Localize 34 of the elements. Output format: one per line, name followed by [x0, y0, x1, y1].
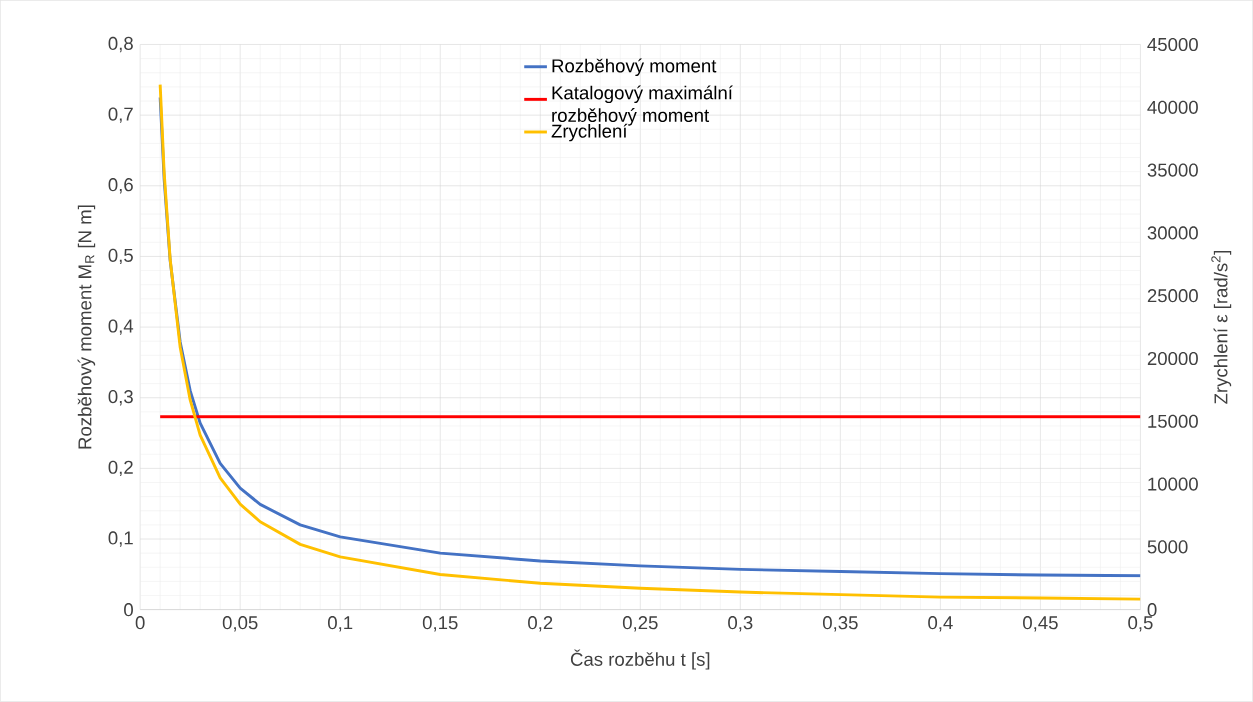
x-tick-label: 0,3: [728, 616, 753, 632]
x-axis-title: Čas rozběhu t [s]: [570, 649, 710, 670]
y2-tick-label: 0: [1147, 603, 1157, 617]
y2-tick-label: 25000: [1147, 289, 1198, 303]
x-tick-label: 0: [135, 616, 145, 630]
y2-tick-label: 10000: [1148, 477, 1198, 491]
y-tick-label: 0,4: [108, 319, 134, 335]
y-axis-title: Rozběhový moment M$_{R}$ [N m]: [77, 205, 96, 449]
y-tick-label: 0,3: [108, 390, 133, 406]
y-tick-label: 0,8: [108, 36, 133, 53]
x-tick-label: 0,25: [622, 616, 658, 632]
y-tick-label: 0,2: [108, 460, 133, 477]
y2-tick-label: 35000: [1147, 163, 1198, 177]
y2-tick-label: 20000: [1147, 351, 1198, 366]
y2-tick-label: 15000: [1148, 414, 1198, 428]
y-tick-label: 0,1: [108, 531, 133, 547]
x-tick-label: 0,05: [222, 616, 258, 632]
y2-tick-label: 45000: [1147, 38, 1198, 52]
y-tick-label: 0: [124, 603, 133, 617]
y-tick-label: 0,6: [108, 178, 133, 194]
y2-tick-label: 5000: [1147, 540, 1188, 554]
y2-tick-label: 40000: [1147, 100, 1198, 114]
y-tick-label: 0,7: [108, 107, 133, 123]
x-tick-label: 0,45: [1023, 616, 1058, 632]
x-tick-label: 0,2: [528, 616, 553, 632]
legend-label: Rozběhový moment: [552, 58, 717, 77]
x-tick-label: 0,35: [822, 616, 858, 632]
x-tick-label: 0,15: [422, 616, 458, 632]
y2-tick-label: 30000: [1147, 226, 1198, 240]
y-tick-label: 0,5: [108, 248, 133, 265]
x-tick-label: 0,4: [928, 616, 953, 632]
y2-axis-title: Zrychlení ε [rad/s$^{2}$]: [1211, 251, 1232, 404]
x-tick-label: 0,5: [1128, 616, 1153, 632]
x-tick-label: 0,1: [328, 616, 353, 632]
